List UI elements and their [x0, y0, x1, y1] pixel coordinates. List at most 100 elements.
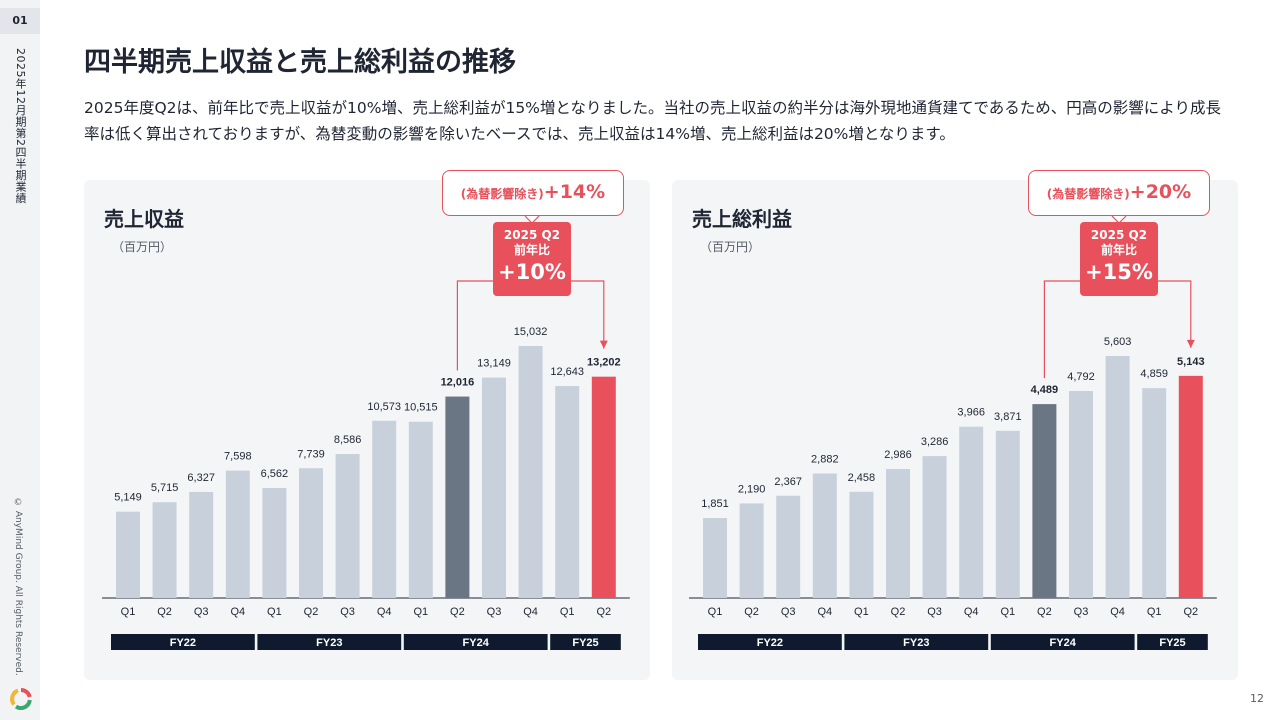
fiscal-year-label: FY25: [1159, 637, 1185, 649]
data-label: 1,851: [701, 498, 729, 510]
fx-value: +20%: [1129, 181, 1192, 203]
bar: [1142, 388, 1167, 598]
fiscal-year-band: [257, 634, 402, 650]
yoy-arrowhead: [1186, 339, 1195, 348]
tick-label: Q1: [1000, 606, 1015, 618]
tick-label: Q2: [596, 606, 611, 618]
bar: [152, 502, 177, 598]
data-label: 15,032: [514, 326, 548, 338]
gross-profit-chart-panel: 売上総利益 （百万円） 1,851 Q1 2,190 Q2 2,367 Q3 2,882 Q4…: [672, 170, 1238, 680]
tick-label: Q4: [230, 606, 245, 618]
bar: [703, 518, 727, 598]
data-label: 7,739: [297, 448, 325, 460]
tick-label: Q3: [927, 606, 942, 618]
bar: [1105, 356, 1130, 598]
bar: [812, 473, 837, 598]
fx-label: (為替影響除き): [460, 187, 544, 201]
tick-label: Q4: [1110, 606, 1125, 618]
data-label: 7,598: [224, 451, 252, 463]
bar: [959, 426, 984, 598]
fiscal-year-label: FY24: [463, 637, 490, 649]
slide-number: 12: [1250, 692, 1264, 705]
copyright: © AnyMind Group. All Rights Reserved.: [13, 498, 23, 676]
tick-label: Q2: [1037, 606, 1052, 618]
revenue-chart-panel: 売上収益 （百万円） 5,149 Q1 5,715 Q2 6,327 Q3 7,598 Q4 6…: [84, 170, 650, 680]
data-label: 3,966: [957, 407, 985, 419]
data-label: 3,871: [994, 411, 1022, 423]
bar: [445, 396, 470, 598]
data-label: 6,562: [261, 468, 289, 480]
tick-label: Q2: [157, 606, 172, 618]
tick-label: Q1: [121, 606, 136, 618]
data-label: 4,859: [1140, 368, 1168, 380]
bar: [739, 503, 764, 598]
bar: [189, 491, 214, 598]
fiscal-year-label: FY23: [903, 637, 929, 649]
tick-label: Q2: [304, 606, 319, 618]
data-label: 6,327: [187, 472, 215, 484]
bar: [995, 430, 1020, 598]
fiscal-year-label: FY25: [572, 637, 598, 649]
fiscal-year-band: [844, 634, 989, 650]
yoy-badge: 2025 Q2 前年比 +10%: [493, 222, 571, 296]
yoy-value: +10%: [498, 260, 566, 284]
bar: [849, 491, 874, 598]
bar: [886, 469, 910, 598]
bar: [1178, 375, 1203, 598]
data-label: 5,603: [1104, 336, 1132, 348]
tick-label: Q2: [450, 606, 465, 618]
yoy-caption: 前年比: [1100, 243, 1137, 257]
data-label: 8,586: [334, 434, 362, 446]
fiscal-year-label: FY23: [316, 637, 342, 649]
data-label: 10,573: [367, 401, 401, 413]
period-label: 2025年12月期第2四半期業績: [14, 48, 27, 204]
bar: [1069, 391, 1093, 598]
fx-adjusted-callout: (為替影響除き)+14%: [442, 170, 624, 216]
chart-title: 売上総利益: [692, 207, 792, 231]
page-title: 四半期売上収益と売上総利益の推移: [84, 47, 516, 78]
chart-title: 売上収益: [104, 207, 184, 231]
tick-label: Q1: [560, 606, 575, 618]
data-label: 5,715: [151, 482, 179, 494]
tick-label: Q4: [377, 606, 392, 618]
data-label: 4,792: [1067, 371, 1095, 383]
revenue-bar-chart: 5,149 Q1 5,715 Q2 6,327 Q3 7,598 Q4 6,562 Q1 7,739…: [102, 215, 630, 650]
data-label: 3,286: [921, 436, 949, 448]
fiscal-year-band: [403, 634, 548, 650]
fiscal-year-band: [698, 634, 842, 650]
data-label: 5,143: [1177, 356, 1205, 368]
fiscal-year-band: [990, 634, 1135, 650]
bar: [262, 487, 287, 598]
bar: [482, 377, 506, 598]
tick-label: Q3: [340, 606, 355, 618]
section-number: 01: [0, 8, 40, 34]
bar: [922, 456, 947, 598]
data-label: 10,515: [404, 402, 438, 414]
tick-label: Q2: [744, 606, 759, 618]
chart-unit: （百万円）: [112, 240, 173, 254]
yoy-value: +15%: [1085, 260, 1153, 284]
tick-label: Q3: [487, 606, 502, 618]
fx-value: +14%: [543, 181, 606, 203]
fx-label: (為替影響除き): [1046, 187, 1130, 201]
yoy-arrowhead: [599, 340, 608, 349]
tick-label: Q2: [1183, 606, 1198, 618]
tick-label: Q3: [1074, 606, 1089, 618]
chart-unit: （百万円）: [700, 240, 761, 254]
anymind-logo-icon: [10, 688, 32, 710]
tick-label: Q1: [854, 606, 869, 618]
bar: [555, 386, 580, 598]
fiscal-year-band: [1137, 634, 1208, 650]
tick-label: Q3: [194, 606, 209, 618]
bar: [116, 511, 140, 598]
bar: [372, 420, 397, 598]
fx-adjusted-callout: (為替影響除き)+20%: [1028, 170, 1210, 216]
yoy-badge: 2025 Q2 前年比 +15%: [1080, 222, 1158, 296]
bar: [299, 468, 323, 598]
tick-label: Q1: [1147, 606, 1162, 618]
tick-label: Q4: [964, 606, 979, 618]
data-label: 12,016: [441, 377, 475, 389]
tick-label: Q1: [708, 606, 723, 618]
tick-label: Q1: [267, 606, 282, 618]
tick-label: Q4: [817, 606, 832, 618]
